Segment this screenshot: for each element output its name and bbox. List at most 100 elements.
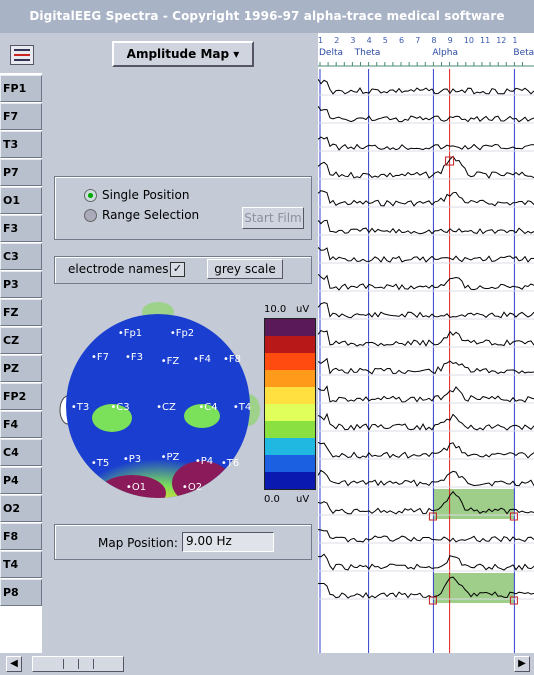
map-position-field[interactable]: 9.00 Hz: [182, 532, 274, 552]
electrode-list: FP1 F7 T3 P7 O1 F3 C3 P3 FZ CZ PZ FP2 F4 C4 P4 O2 F8 T4 P8: [0, 75, 42, 607]
freq-tick-label: 7: [415, 36, 421, 45]
horizontal-scrollbar[interactable]: ◀ ▶: [0, 653, 534, 675]
trace-fp2: [317, 385, 534, 403]
mode-dropdown[interactable]: Amplitude Map ▾: [112, 41, 254, 67]
scale-color-5: [265, 404, 315, 421]
range-handle[interactable]: [428, 596, 437, 605]
trace-t3: [317, 136, 534, 151]
spectrum-traces[interactable]: [317, 33, 534, 653]
freq-tick-label: 12: [496, 36, 507, 45]
electrode-label-o2[interactable]: O2: [0, 495, 42, 522]
trace-o2: [317, 490, 534, 515]
trace-f8: [317, 529, 534, 543]
scalp-label-cz: •CZ: [156, 402, 176, 413]
scale-color-2: [265, 353, 315, 370]
trace-pz: [317, 357, 534, 375]
scale-unit-top: uV: [296, 304, 310, 315]
scalp-label-t6: •T6: [221, 458, 239, 469]
scroll-left-button[interactable]: ◀: [6, 656, 22, 672]
scalp-label-f8: •F8: [223, 354, 241, 365]
range-selection-label: Range Selection: [102, 208, 200, 222]
electrode-label-pz[interactable]: PZ: [0, 355, 42, 382]
scale-max: 10.0: [264, 304, 287, 315]
electrode-label-f7[interactable]: F7: [0, 103, 42, 130]
electrode-label-p8[interactable]: P8: [0, 579, 42, 606]
range-handle[interactable]: [509, 512, 518, 521]
toolbar: Amplitude Map ▾: [0, 33, 318, 73]
grey-scale-button[interactable]: grey scale: [207, 259, 283, 279]
freq-tick-label: 10: [463, 36, 474, 45]
freq-tick-label: 3: [350, 36, 356, 45]
single-position-label: Single Position: [102, 188, 190, 202]
trace-p4: [317, 469, 534, 487]
trace-o1: [317, 190, 534, 207]
electrode-label-fp2[interactable]: FP2: [0, 383, 42, 410]
scalp-label-f4: •F4: [193, 354, 211, 365]
electrode-label-t4[interactable]: T4: [0, 551, 42, 578]
electrode-label-p3[interactable]: P3: [0, 271, 42, 298]
scale-color-9: [265, 472, 315, 489]
electrode-label-fp1[interactable]: FP1: [0, 75, 42, 102]
freq-tick-label: 8: [431, 36, 437, 45]
trace-f3: [317, 219, 534, 235]
scalp-label-t4: •T4: [233, 402, 251, 413]
freq-tick-label: 1: [512, 36, 518, 45]
trace-p3: [317, 274, 534, 291]
scalp-label-p4: •P4: [195, 456, 213, 467]
electrode-label-cz[interactable]: CZ: [0, 327, 42, 354]
electrode-label-f8[interactable]: F8: [0, 523, 42, 550]
range-selection-radio[interactable]: [84, 209, 97, 222]
electrode-label-f4[interactable]: F4: [0, 411, 42, 438]
scalp-label-o2: •O2: [182, 482, 202, 493]
spectrum-panel[interactable]: 1 2 3 4 5 6 7 8 9 10 11 12 1 Delta Theta Alpha Beta: [317, 33, 534, 653]
scalp-label-t3: •T3: [71, 402, 89, 413]
trace-c4: [317, 442, 534, 459]
scale-color-3: [265, 370, 315, 387]
electrode-label-p7[interactable]: P7: [0, 159, 42, 186]
trace-cz: [317, 329, 534, 347]
scroll-right-button[interactable]: ▶: [514, 656, 530, 672]
electrode-label-c4[interactable]: C4: [0, 439, 42, 466]
film-mode-group: [54, 176, 312, 240]
scale-color-6: [265, 421, 315, 438]
electrode-label-fz[interactable]: FZ: [0, 299, 42, 326]
freq-tick-label: 9: [447, 36, 453, 45]
range-selection[interactable]: [433, 489, 515, 519]
trace-p8: [317, 576, 534, 599]
electrode-label-f3[interactable]: F3: [0, 215, 42, 242]
scale-color-1: [265, 336, 315, 353]
scalp-label-c4: •C4: [198, 402, 217, 413]
freq-tick-label: 11: [480, 36, 491, 45]
scale-unit-bottom: uV: [296, 494, 310, 505]
range-handle[interactable]: [428, 512, 437, 521]
scalp-label-f3: •F3: [125, 352, 143, 363]
scalp-label-t5: •T5: [91, 458, 109, 469]
electrode-label-c3[interactable]: C3: [0, 243, 42, 270]
start-film-button[interactable]: Start Film: [242, 207, 304, 229]
electrode-label-p4[interactable]: P4: [0, 467, 42, 494]
peak-marker[interactable]: [445, 156, 455, 166]
trace-f7: [317, 106, 534, 123]
range-handle[interactable]: [509, 596, 518, 605]
single-position-radio[interactable]: [84, 189, 97, 202]
freq-tick-label: 5: [382, 36, 388, 45]
scale-color-8: [265, 455, 315, 472]
electrode-names-checkbox[interactable]: ✓: [170, 262, 185, 277]
scalp-label-o1: •O1: [126, 482, 146, 493]
scale-color-7: [265, 438, 315, 455]
trace-p7: [317, 155, 534, 179]
mode-label: Amplitude Map: [126, 47, 230, 61]
color-scale-bar: [264, 318, 316, 490]
scroll-right-icon: ▶: [518, 658, 526, 669]
scale-color-4: [265, 387, 315, 404]
scroll-left-icon: ◀: [10, 658, 18, 669]
trace-t4: [317, 553, 534, 571]
range-selection[interactable]: [433, 573, 515, 603]
electrode-label-t3[interactable]: T3: [0, 131, 42, 158]
scalp-label-fz: •FZ: [161, 356, 180, 367]
display-options-group: [54, 256, 312, 284]
list-icon[interactable]: [10, 45, 34, 65]
electrode-label-o1[interactable]: O1: [0, 187, 42, 214]
scroll-thumb[interactable]: [32, 656, 124, 672]
scalp-label-fp1: •Fp1: [118, 328, 142, 339]
